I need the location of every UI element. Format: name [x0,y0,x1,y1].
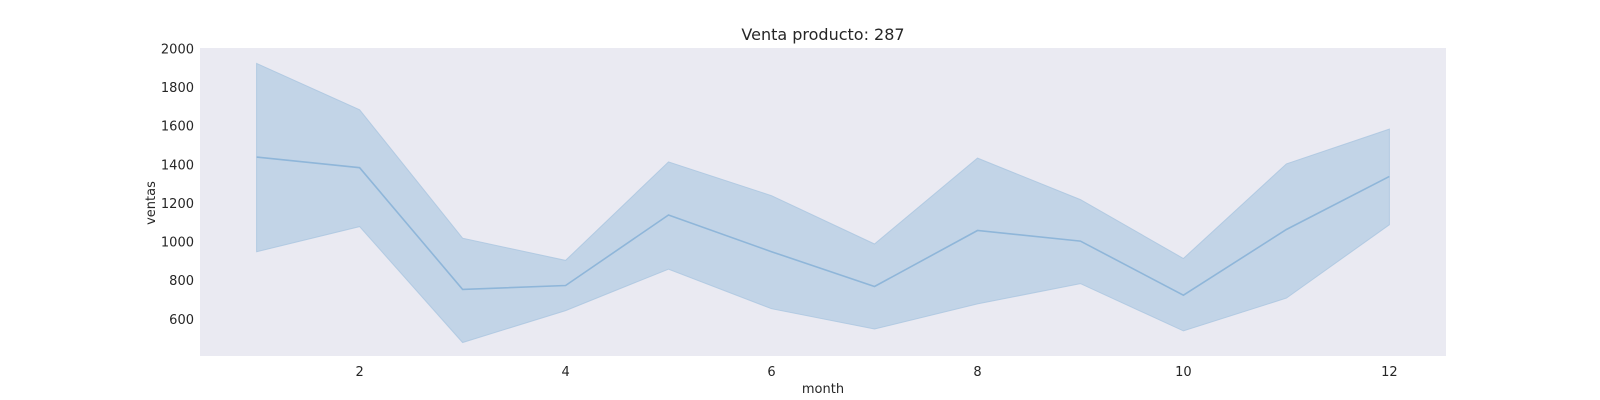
chart-title: Venta producto: 287 [741,25,904,44]
x-tick-label: 10 [1175,365,1192,380]
data-point [667,213,671,217]
data-point [461,287,465,291]
y-tick-label: 800 [169,274,194,289]
y-axis-label: ventas [144,181,159,225]
data-point [976,229,980,233]
y-tick-label: 1000 [161,236,194,251]
data-point [1078,239,1082,243]
data-point [564,284,568,288]
y-tick-label: 1400 [161,158,194,173]
y-tick-label: 600 [169,313,194,328]
x-axis-label: month [802,382,844,397]
data-point [358,166,362,170]
data-point [255,155,259,159]
data-point [1387,174,1391,178]
y-tick-label: 1600 [161,120,194,135]
data-point [873,285,877,289]
y-tick-label: 2000 [161,43,194,58]
x-tick-label: 8 [973,365,981,380]
y-tick-label: 1800 [161,81,194,96]
data-point [770,250,774,254]
data-point [1181,293,1185,297]
x-tick-label: 12 [1381,365,1398,380]
x-tick-label: 4 [561,365,569,380]
x-tick-label: 6 [767,365,775,380]
x-tick-label: 2 [355,365,363,380]
y-tick-label: 1200 [161,197,194,212]
series-line [256,156,1390,297]
data-point [1284,228,1288,232]
confidence-band [256,62,1390,344]
